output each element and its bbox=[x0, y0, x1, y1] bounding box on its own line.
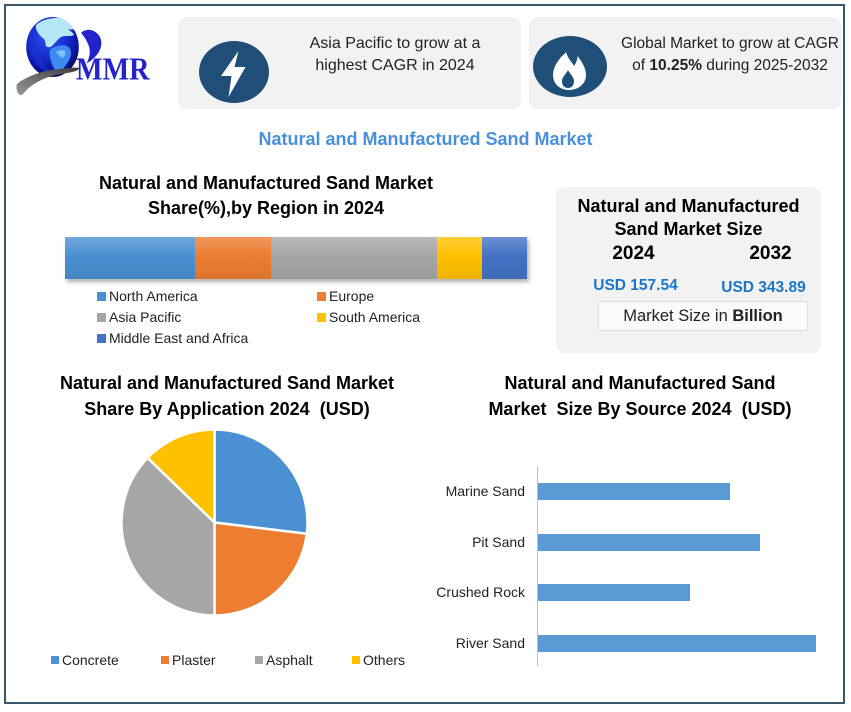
svg-text:MMR: MMR bbox=[76, 51, 151, 87]
